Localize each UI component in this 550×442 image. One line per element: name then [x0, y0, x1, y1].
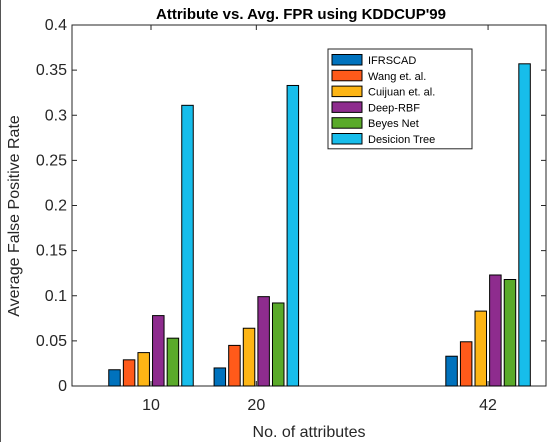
- bar-desicion-tree-42: [518, 63, 531, 387]
- bar-cuijuan-et-al-20: [242, 327, 256, 387]
- y-tick-label: 0.35: [36, 62, 67, 79]
- legend-swatch: [331, 54, 363, 66]
- legend-swatch: [331, 101, 363, 113]
- legend-swatch: [331, 117, 363, 129]
- y-tick-label: 0.15: [36, 243, 67, 260]
- legend-label: Desicion Tree: [368, 134, 435, 146]
- x-tick-label: 20: [247, 397, 265, 414]
- left-border: [0, 0, 1, 442]
- bar-deep-rbf-10: [152, 315, 165, 387]
- bar-cuijuan-et-al-10: [137, 352, 150, 387]
- bar-deep-rbf-42: [489, 274, 502, 387]
- legend-label: IFRSCAD: [368, 55, 416, 67]
- x-tick-label: 10: [142, 397, 160, 414]
- bar-beyes-net-20: [271, 302, 285, 387]
- legend-label: Cuijuan et. al.: [368, 87, 435, 99]
- legend-label: Wang et. al.: [368, 71, 426, 83]
- bar-wang-et-al-10: [122, 359, 136, 387]
- bar-cuijuan-et-al-42: [474, 310, 488, 387]
- y-tick-label: 0.2: [45, 198, 67, 215]
- legend-label: Deep-RBF: [368, 102, 420, 114]
- bar-desicion-tree-20: [286, 84, 300, 387]
- bar-beyes-net-42: [503, 279, 517, 387]
- y-tick-label: 0.4: [45, 17, 67, 34]
- bar-wang-et-al-42: [459, 341, 473, 387]
- chart-title: Attribute vs. Avg. FPR using KDDCUP'99: [156, 6, 446, 23]
- bar-deep-rbf-20: [257, 296, 270, 387]
- y-tick-label: 0.25: [36, 152, 67, 169]
- y-tick-label: 0.05: [36, 333, 67, 350]
- x-axis-label: No. of attributes: [253, 424, 366, 441]
- y-axis-label: Average False Positive Rate: [6, 115, 23, 317]
- y-tick-label: 0.3: [45, 107, 67, 124]
- x-tick-label: 42: [479, 397, 497, 414]
- bar-beyes-net-10: [166, 337, 180, 387]
- bar-ifrscad-20: [213, 367, 227, 387]
- legend-box: [327, 48, 473, 150]
- y-tick-label: 0.1: [45, 288, 67, 305]
- legend-swatch: [331, 133, 363, 145]
- bar-wang-et-al-20: [228, 344, 241, 387]
- bar-ifrscad-42: [445, 355, 458, 387]
- bar-desicion-tree-10: [181, 104, 194, 387]
- legend-label: Beyes Net: [368, 118, 419, 130]
- legend-swatch: [331, 85, 363, 98]
- y-tick-label: 0: [58, 378, 67, 395]
- legend-swatch: [331, 69, 363, 82]
- bar-ifrscad-10: [108, 369, 121, 387]
